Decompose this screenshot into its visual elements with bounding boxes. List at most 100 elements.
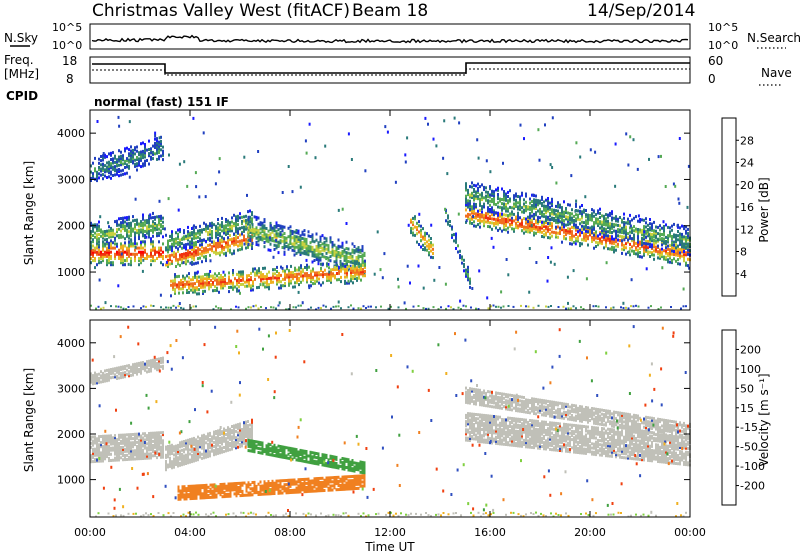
power-cell xyxy=(420,233,422,236)
power-cell xyxy=(633,225,635,229)
power-cell xyxy=(242,276,244,280)
power-cell xyxy=(550,305,552,307)
power-cell xyxy=(365,307,367,309)
power-cell xyxy=(152,216,154,220)
power-cell xyxy=(126,165,128,169)
power-cell xyxy=(196,277,198,281)
power-cell xyxy=(337,267,340,271)
power-cell xyxy=(272,255,275,259)
power-cell xyxy=(150,151,153,155)
power-cell xyxy=(577,239,579,243)
power-cell xyxy=(360,264,362,268)
power-cell xyxy=(549,228,551,232)
power-cell xyxy=(189,255,191,258)
power-cell xyxy=(146,159,148,162)
power-cell xyxy=(284,275,286,279)
power-cell xyxy=(507,190,509,194)
power-cell xyxy=(333,243,336,247)
power-cell xyxy=(243,155,246,159)
power-cell xyxy=(340,307,342,310)
power-cell xyxy=(575,237,577,241)
power-cell xyxy=(130,234,132,238)
power-cell xyxy=(165,246,167,250)
power-cell xyxy=(637,305,640,308)
power-cell xyxy=(215,231,217,234)
power-cell xyxy=(418,243,420,246)
power-cell xyxy=(263,224,266,228)
power-cell xyxy=(294,275,296,278)
power-cell xyxy=(469,193,471,197)
power-cell xyxy=(238,285,240,289)
velocity-cell xyxy=(112,438,114,442)
power-cell xyxy=(142,240,144,244)
power-cell xyxy=(212,274,214,278)
power-cell xyxy=(318,273,320,277)
power-cell xyxy=(361,245,364,249)
power-cell xyxy=(90,236,92,240)
power-cell xyxy=(134,225,136,229)
power-cell xyxy=(587,237,589,241)
power-cell xyxy=(257,237,260,241)
power-cell xyxy=(165,306,167,309)
power-cell xyxy=(182,261,185,265)
power-cell xyxy=(497,188,499,192)
power-cell xyxy=(320,273,322,277)
power-cell xyxy=(130,244,132,248)
power-cell xyxy=(154,228,156,232)
velocity-cell xyxy=(98,439,100,443)
power-cell xyxy=(545,305,547,308)
velocity-cell xyxy=(128,451,130,455)
power-cell xyxy=(403,301,406,305)
power-cell xyxy=(557,213,559,217)
power-cell xyxy=(308,284,310,288)
power-cell xyxy=(571,230,573,234)
power-cell xyxy=(142,234,144,238)
power-cell xyxy=(276,276,278,280)
velocity-cell xyxy=(215,442,217,446)
power-cell xyxy=(364,265,366,269)
power-cell xyxy=(577,209,579,213)
power-cell xyxy=(122,248,124,252)
power-cell xyxy=(682,305,685,308)
power-cell xyxy=(195,249,197,253)
power-cell xyxy=(525,217,527,221)
power-cell xyxy=(171,230,173,234)
power-cell xyxy=(505,222,507,225)
power-cell xyxy=(473,211,475,215)
power-cell xyxy=(144,149,146,153)
velocity-cell xyxy=(185,439,187,443)
power-cell xyxy=(314,271,316,275)
power-cell xyxy=(275,233,278,237)
power-cell xyxy=(176,285,178,289)
velocity-cell xyxy=(173,453,175,457)
power-cell xyxy=(483,205,485,209)
power-cell xyxy=(477,195,479,199)
power-cell xyxy=(219,227,221,231)
power-cell xyxy=(505,196,507,200)
power-cell xyxy=(609,211,611,215)
power-cell xyxy=(344,263,346,267)
power-cell xyxy=(337,238,340,242)
power-cell xyxy=(219,240,221,244)
power-cell xyxy=(491,227,493,231)
power-cell xyxy=(278,286,280,290)
velocity-cell xyxy=(239,424,241,428)
velocity-cell xyxy=(219,437,221,440)
power-cell xyxy=(539,199,541,203)
power-cell xyxy=(243,225,245,229)
power-cell xyxy=(683,245,685,249)
power-cell xyxy=(262,275,264,279)
power-cell xyxy=(356,272,358,276)
velocity-cell xyxy=(132,367,134,371)
power-cell xyxy=(328,276,330,280)
power-cell xyxy=(535,219,537,223)
power-cell xyxy=(114,236,116,240)
power-cell xyxy=(597,221,599,225)
velocity-cell xyxy=(98,372,100,376)
velocity-cell xyxy=(102,447,104,451)
power-cell xyxy=(579,155,582,159)
power-cell xyxy=(281,239,284,243)
power-cell xyxy=(320,283,322,287)
velocity-cell xyxy=(156,449,158,453)
power-cell xyxy=(336,272,338,275)
